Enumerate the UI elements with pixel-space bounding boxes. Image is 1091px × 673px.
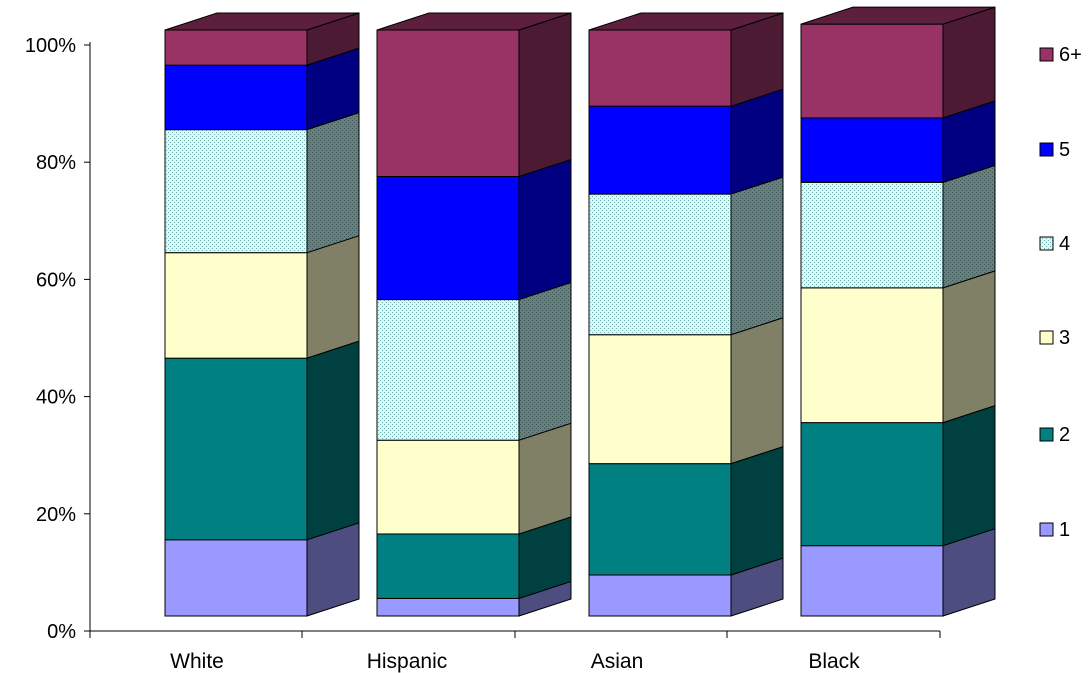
y-tick-label: 100% [25,35,76,57]
bar-side-4 [306,111,360,254]
x-tick-label: Hispanic [367,650,448,673]
legend-swatch-4 [1039,236,1054,251]
bar-segment-2 [800,422,944,547]
bar-side-2 [942,404,996,547]
legend-label: 1 [1059,519,1070,541]
bar-segment-4 [376,299,520,441]
bar-white [164,12,360,617]
axes: 0% 20% 40% 60% 80% 100% White Hispanic Asian Blac… [25,35,941,673]
legend-swatch-5 [1039,142,1054,157]
bar-top [164,12,360,31]
legend-label: 4 [1059,233,1070,255]
legend: 6+ 5 4 3 2 1 [1039,44,1082,541]
bar-asian [588,12,784,617]
y-tick-label: 20% [36,504,76,526]
bar-black [800,6,996,617]
bar-side-4 [942,164,996,289]
legend-label: 5 [1059,139,1070,161]
x-tick-label: Asian [591,650,644,673]
bar-segment-6+ [800,23,944,119]
y-tick-label: 60% [36,269,76,291]
bar-segment-1 [376,597,520,617]
bar-segment-4 [164,129,308,254]
bar-segment-3 [376,439,520,535]
legend-swatch-6+ [1039,47,1054,62]
bar-segment-3 [164,252,308,359]
legend-swatch-1 [1039,522,1054,537]
bar-segment-5 [376,176,520,301]
legend-swatch-2 [1039,427,1054,442]
y-tick-label: 40% [36,387,76,409]
bar-segment-2 [588,463,732,576]
legend-label: 3 [1059,327,1070,349]
bar-segment-3 [588,334,732,465]
bar-side-5 [518,158,572,301]
bar-segment-1 [588,574,732,617]
bar-segment-4 [800,181,944,289]
bar-segment-5 [800,117,944,183]
x-tick-label: White [170,650,224,673]
bar-segment-6+ [588,29,732,107]
bar-side-3 [518,422,572,535]
bar-segment-5 [588,105,732,195]
bar-top [800,6,996,25]
x-tick-label: Black [808,650,860,673]
bar-side-6+ [518,12,572,178]
bar-segment-6+ [376,29,520,177]
legend-label: 6+ [1059,44,1082,66]
bar-segment-4 [588,193,732,336]
bar-segment-5 [164,64,308,131]
bar-side-4 [518,281,572,441]
bar-segment-1 [164,539,308,617]
bar-side-2 [730,445,784,576]
bar-segment-1 [800,545,944,617]
bar-side-2 [306,340,360,541]
legend-swatch-3 [1039,330,1054,345]
bar-side-3 [730,317,784,465]
bar-side-4 [730,176,784,336]
bar-side-5 [730,88,784,195]
bar-side-3 [942,270,996,424]
bar-side-6+ [942,6,996,119]
bar-segment-6+ [164,29,308,66]
bar-hispanic [376,12,572,617]
plot-area [164,6,996,617]
bar-top [376,12,572,31]
y-tick-label: 80% [36,152,76,174]
legend-label: 2 [1059,424,1070,446]
bar-segment-2 [376,533,520,599]
bar-top [588,12,784,31]
bar-segment-3 [800,287,944,424]
bar-segment-2 [164,357,308,541]
y-tick-label: 0% [47,621,76,643]
bar-side-3 [306,234,360,359]
